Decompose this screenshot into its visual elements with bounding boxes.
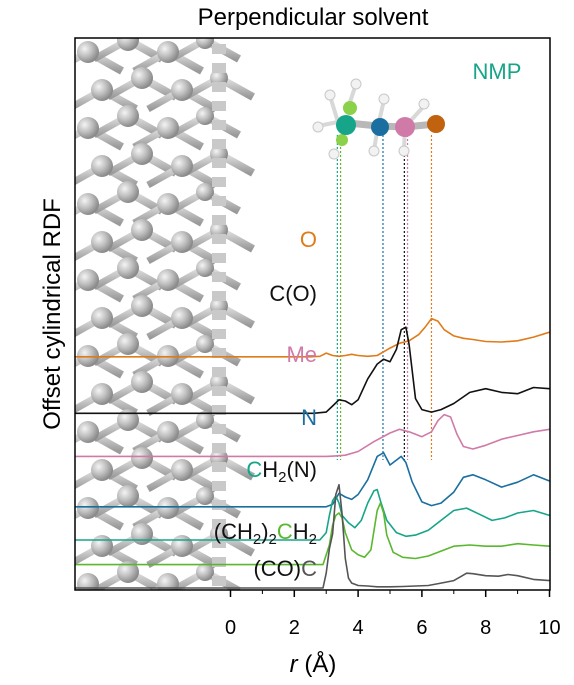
series-line-0	[75, 317, 550, 358]
x-tick-label-2: 4	[353, 617, 364, 639]
nmp-molecule-illustration	[312, 78, 445, 160]
guide-lines	[336, 135, 433, 460]
series-line-6	[75, 483, 550, 589]
series-label-o: O	[300, 227, 317, 252]
series-labels: O C(O) Me N CH2(N) (CH2)2CH2 (CO)C	[214, 227, 317, 581]
series-label-ch2-n: CH2(N)	[246, 457, 317, 486]
x-tick-label-0: 0	[225, 617, 236, 639]
series-label-me: Me	[286, 342, 317, 367]
x-tick-label-1: 2	[289, 617, 300, 639]
x-tick-label-4: 8	[480, 617, 491, 639]
plot-frame	[74, 37, 551, 591]
x-axis: 0 2 4 6 8 10	[225, 590, 561, 639]
series-line-3	[75, 451, 550, 508]
chart-title: Perpendicular solvent	[198, 4, 429, 31]
x-axis-label: r (Å)	[290, 650, 337, 678]
nmp-annotation: NMP	[473, 59, 522, 84]
series-line-5	[75, 502, 550, 566]
series-label-ch2-2-ch2: (CH2)2CH2	[214, 519, 317, 548]
x-tick-label-3: 6	[416, 617, 427, 639]
carbon-nanotube-illustration	[75, 38, 255, 590]
series-line-2	[75, 413, 550, 458]
series-label-n: N	[301, 405, 317, 430]
y-axis-label: Offset cylindrical RDF	[39, 198, 66, 430]
x-tick-label-5: 10	[538, 617, 560, 639]
series-lines	[75, 317, 550, 589]
series-line-4	[75, 488, 550, 541]
series-label-c-o: C(O)	[269, 281, 317, 306]
series-line-1	[75, 326, 550, 415]
series-label-co-c: (CO)C	[253, 556, 317, 581]
